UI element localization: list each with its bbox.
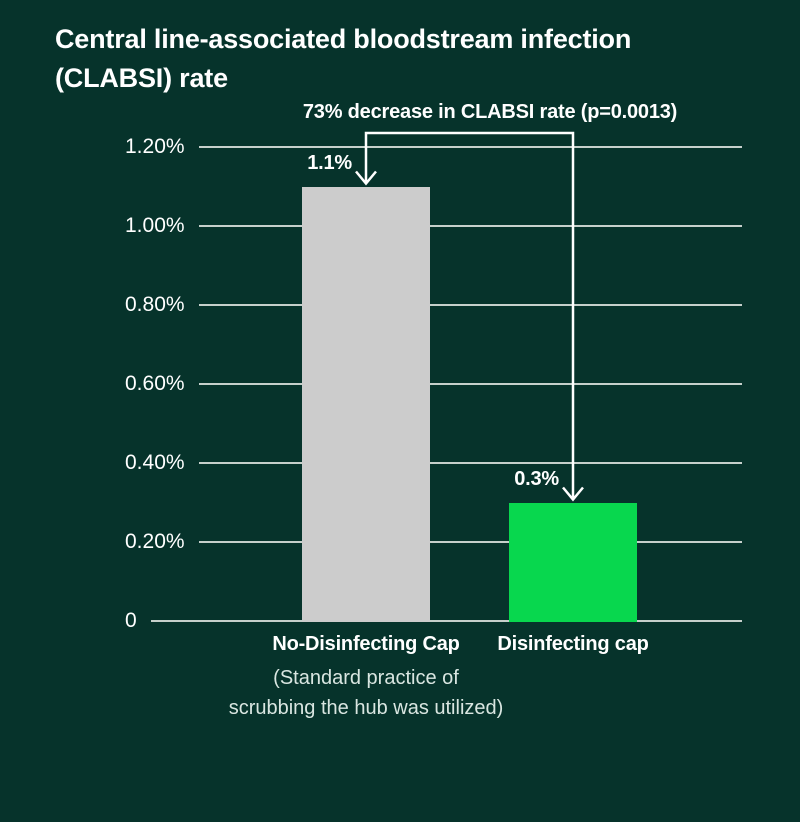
gridline: [198, 462, 742, 464]
chart-title-line2: (CLABSI) rate: [55, 63, 228, 93]
chart-title: Central line-associated bloodstream infe…: [55, 20, 755, 98]
gridline-row-100: 1.00%: [125, 214, 742, 238]
x-sublabel-line1: (Standard practice of: [273, 667, 459, 689]
gridline: [198, 225, 742, 227]
gridline-row-060: 0.60%: [125, 372, 742, 396]
decrease-annotation: 73% decrease in CLABSI rate (p=0.0013): [302, 101, 678, 123]
chart-title-line1: Central line-associated bloodstream infe…: [55, 24, 632, 54]
bar-disinfecting-cap: [509, 502, 637, 622]
x-sublabel-standard-practice: (Standard practice of scrubbing the hub …: [191, 663, 541, 723]
gridline-row-0: 0: [125, 609, 742, 633]
y-tick-label: 0.60%: [125, 372, 185, 395]
value-label-no-disinfecting-cap: 1.1%: [307, 151, 352, 174]
x-label-no-disinfecting-cap: No-Disinfecting Cap: [272, 633, 460, 655]
value-label-disinfecting-cap: 0.3%: [514, 467, 559, 490]
bar-no-disinfecting-cap: [302, 186, 430, 622]
gridline-row-020: 0.20%: [125, 530, 742, 554]
y-tick-label: 0.40%: [125, 451, 185, 474]
y-tick-label: 1.00%: [125, 214, 185, 237]
y-tick-label: 0: [125, 609, 137, 632]
gridline-row-040: 0.40%: [125, 451, 742, 475]
x-sublabel-line2: scrubbing the hub was utilized): [228, 697, 504, 719]
gridline: [198, 146, 742, 148]
gridline: [150, 620, 742, 622]
y-tick-label: 0.20%: [125, 530, 185, 553]
gridline: [198, 541, 742, 543]
x-label-disinfecting-cap: Disinfecting cap: [497, 633, 649, 655]
gridline: [198, 383, 742, 385]
y-tick-label: 1.20%: [125, 135, 185, 158]
gridline-row-120: 1.20%: [125, 135, 742, 159]
gridline: [198, 304, 742, 306]
gridline-row-080: 0.80%: [125, 293, 742, 317]
y-tick-label: 0.80%: [125, 293, 185, 316]
